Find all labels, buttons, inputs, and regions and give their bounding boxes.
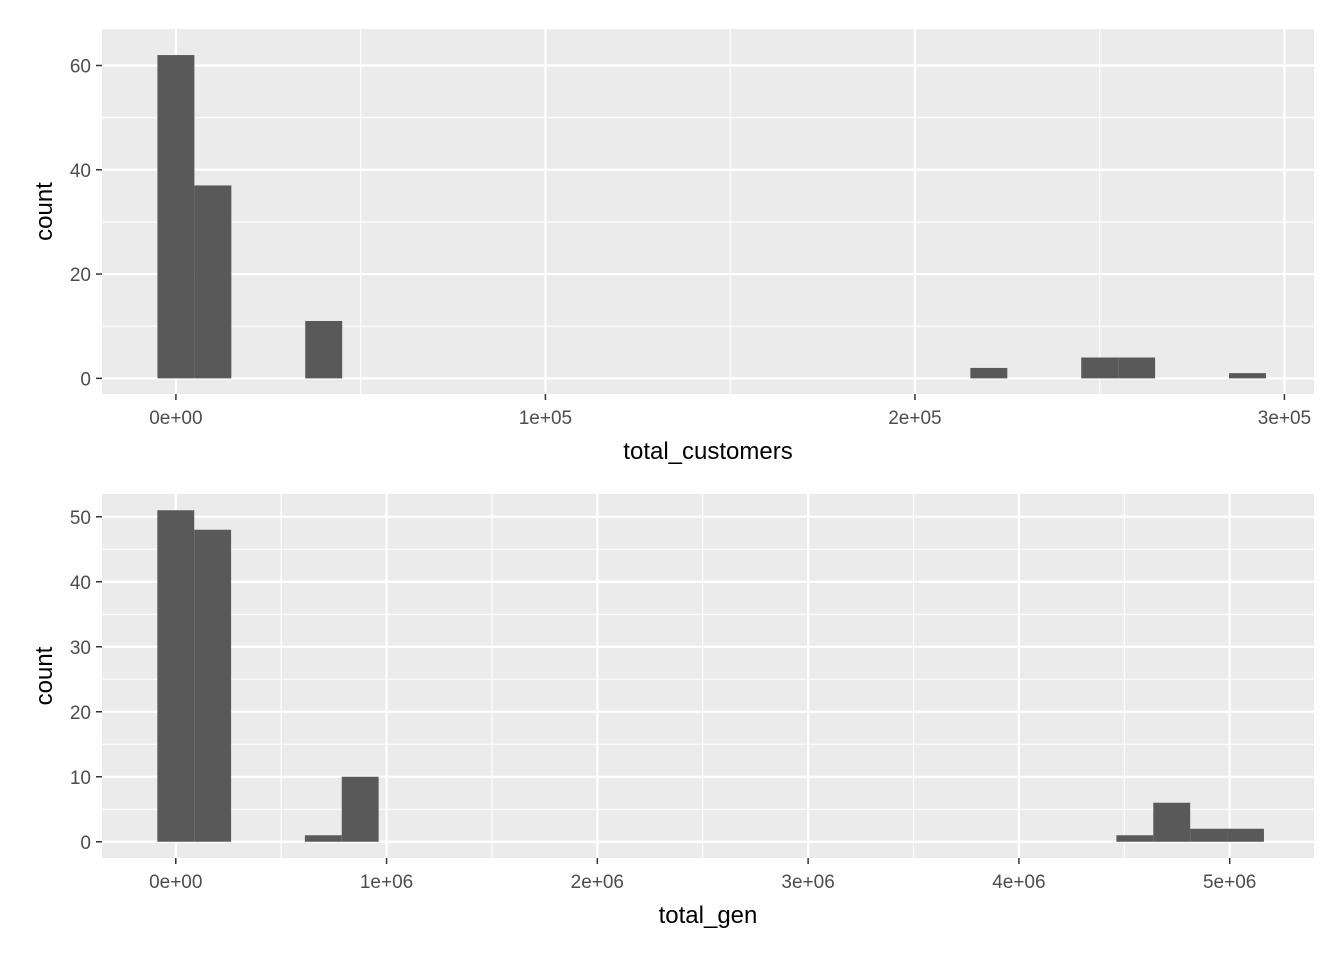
y-tick-label: 40 [70, 161, 91, 182]
x-tick-label: 5e+06 [1203, 872, 1256, 893]
y-tick-label: 0 [80, 833, 91, 854]
y-tick-label: 10 [70, 768, 91, 789]
y-tick-label: 30 [70, 638, 91, 659]
histogram-bar [1227, 828, 1264, 842]
generation-major-gridlines [102, 494, 1314, 858]
y-tick-label: 60 [70, 57, 91, 78]
generation-minor-gridlines [102, 494, 1314, 858]
generation-bars [157, 510, 1264, 842]
x-tick-label: 1e+06 [360, 872, 413, 893]
histogram-bar [194, 185, 232, 379]
generation-y-axis-title: count [31, 646, 58, 705]
x-tick-label: 2e+06 [571, 872, 624, 893]
histogram-bar [1153, 802, 1191, 842]
customers-tick-labels: 0e+00 1e+05 2e+05 3e+05 0 20 40 60 [70, 57, 1311, 430]
x-tick-label: 4e+06 [992, 872, 1045, 893]
customers-y-axis-title: count [31, 182, 58, 241]
histogram-bar [1081, 357, 1119, 379]
histogram-bar [970, 367, 1008, 379]
generation-histogram-panel: 0e+00 1e+06 2e+06 3e+06 4e+06 5e+06 0 10 20 30 40 5… [31, 494, 1314, 929]
histogram-bar [194, 529, 232, 842]
histogram-bar [341, 776, 379, 842]
x-tick-label: 1e+05 [519, 408, 572, 429]
customers-x-axis-title: total_customers [623, 438, 792, 465]
generation-x-axis-title: total_gen [659, 902, 758, 929]
histogram-bar [1229, 373, 1266, 379]
customers-tick-marks [96, 64, 1286, 400]
y-tick-label: 20 [70, 703, 91, 724]
histogram-bar [305, 321, 343, 379]
y-tick-label: 0 [80, 369, 91, 390]
histogram-bar [157, 55, 195, 379]
generation-panel-background [102, 494, 1314, 858]
histogram-bar [1118, 357, 1156, 379]
y-tick-label: 20 [70, 265, 91, 286]
customers-panel-background [102, 29, 1314, 394]
customers-minor-gridlines [102, 29, 1314, 394]
customers-histogram-panel: 0e+00 1e+05 2e+05 3e+05 0 20 40 60 total_custom… [31, 29, 1314, 465]
x-tick-label: 3e+06 [781, 872, 834, 893]
y-tick-label: 40 [70, 573, 91, 594]
x-tick-label: 0e+00 [149, 872, 202, 893]
histogram-bar [1116, 835, 1154, 842]
histogram-bar [157, 510, 195, 842]
histogram-bar [304, 835, 342, 842]
generation-tick-labels: 0e+00 1e+06 2e+06 3e+06 4e+06 5e+06 0 10 20 30 40 5… [70, 508, 1257, 893]
customers-bars [157, 55, 1266, 379]
x-tick-label: 2e+05 [888, 408, 941, 429]
x-tick-label: 3e+05 [1258, 408, 1311, 429]
y-tick-label: 50 [70, 508, 91, 529]
x-tick-label: 0e+00 [149, 408, 202, 429]
histogram-bar [1190, 828, 1228, 842]
generation-tick-marks [96, 516, 1231, 864]
